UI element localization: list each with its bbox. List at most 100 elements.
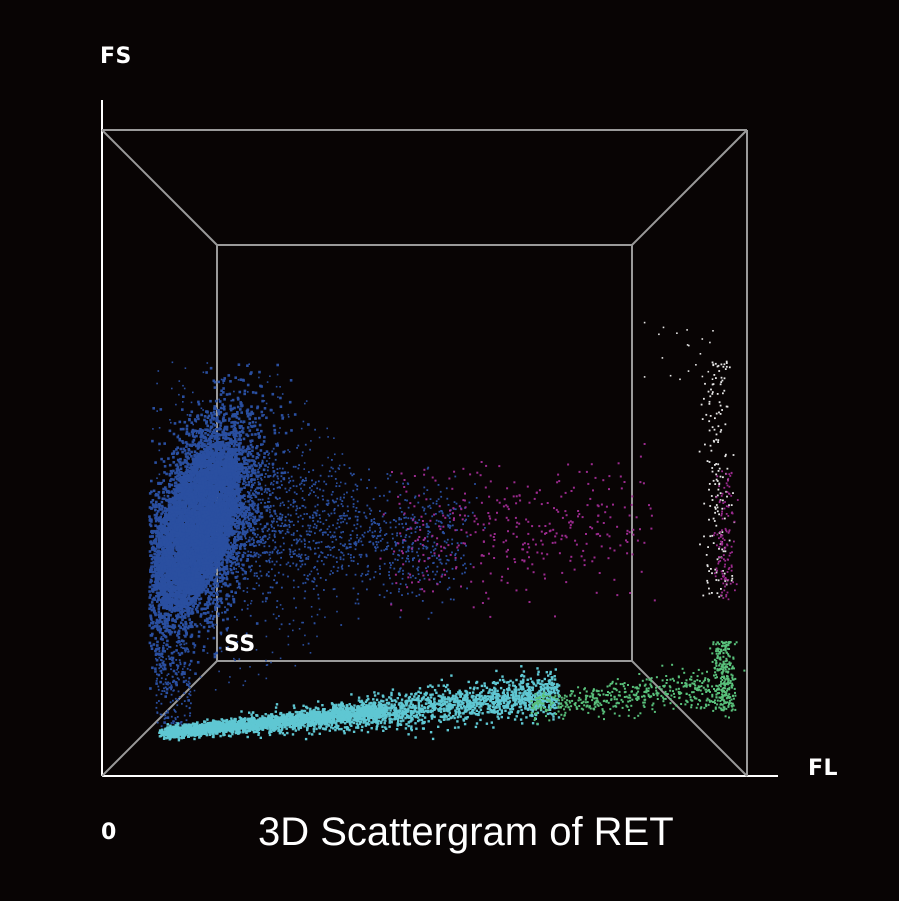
blue-core-point bbox=[247, 480, 251, 484]
blue-core-point bbox=[205, 617, 209, 621]
blue-core-point bbox=[214, 399, 218, 403]
diagonal-bottom-right bbox=[631, 660, 748, 777]
blue-core-point bbox=[230, 551, 233, 554]
blue-core-point bbox=[240, 475, 244, 478]
blue-core-point bbox=[172, 619, 175, 622]
blue-core-point bbox=[150, 574, 154, 578]
blue-core-point bbox=[218, 576, 222, 579]
blue-core-point bbox=[225, 597, 228, 601]
blue-core-point bbox=[213, 582, 217, 585]
blue-core-point bbox=[263, 551, 267, 554]
blue-core-point bbox=[182, 623, 185, 626]
blue-core-point bbox=[224, 437, 228, 440]
blue-core-point bbox=[196, 604, 200, 607]
blue-core-point bbox=[255, 446, 258, 450]
blue-core-point bbox=[191, 443, 194, 446]
blue-core-point bbox=[221, 419, 225, 423]
blue-core-point bbox=[193, 453, 196, 457]
blue-core-point bbox=[186, 610, 189, 613]
blue-core-point bbox=[232, 421, 236, 424]
cube-frame bbox=[101, 100, 778, 777]
blue-core-point bbox=[176, 467, 180, 471]
blue-core-point bbox=[190, 625, 194, 628]
blue-core-point bbox=[166, 639, 169, 643]
blue-core-point bbox=[246, 452, 250, 456]
blue-core-point bbox=[185, 632, 188, 635]
blue-core-point bbox=[276, 363, 279, 367]
blue-core-point bbox=[192, 651, 196, 654]
blue-core-point bbox=[191, 607, 194, 611]
diagonal-top-left bbox=[101, 129, 218, 246]
blue-core-point bbox=[206, 433, 210, 437]
blue-core-point bbox=[180, 612, 183, 615]
blue-core-point bbox=[282, 450, 285, 454]
blue-core-point bbox=[240, 425, 243, 428]
blue-core-point bbox=[163, 626, 166, 629]
blue-core-point bbox=[168, 657, 172, 660]
blue-core-point bbox=[152, 560, 155, 564]
blue-core-point bbox=[209, 425, 213, 429]
blue-core-point bbox=[207, 598, 211, 602]
blue-core-point bbox=[191, 611, 195, 614]
blue-core-point bbox=[249, 443, 253, 447]
blue-core-point bbox=[246, 434, 250, 438]
blue-core-point bbox=[176, 458, 180, 462]
blue-core-point bbox=[238, 502, 241, 505]
blue-core-point bbox=[154, 670, 157, 673]
blue-core-point bbox=[252, 459, 256, 463]
blue-core-point bbox=[175, 683, 178, 687]
blue-core-point bbox=[256, 486, 259, 490]
blue-core-point bbox=[194, 608, 198, 611]
blue-core-point bbox=[241, 530, 245, 533]
blue-core-point bbox=[204, 448, 207, 451]
blue-core-point bbox=[204, 495, 208, 498]
blue-core-point bbox=[230, 441, 233, 445]
blue-core-point bbox=[234, 563, 238, 566]
blue-core-point bbox=[150, 617, 153, 621]
blue-core-point bbox=[181, 670, 184, 674]
blue-core-point bbox=[163, 497, 166, 501]
blue-core-point bbox=[179, 463, 182, 467]
blue-core-point bbox=[211, 624, 214, 628]
blue-core-point bbox=[280, 414, 284, 417]
blue-core-point bbox=[155, 624, 159, 628]
blue-core-point bbox=[225, 564, 229, 568]
blue-core-point bbox=[197, 508, 200, 511]
blue-core-point bbox=[173, 422, 177, 425]
blue-core-point bbox=[215, 651, 218, 655]
blue-core-point bbox=[258, 515, 262, 518]
blue-core-point bbox=[231, 571, 235, 575]
blue-core-point bbox=[173, 630, 177, 634]
blue-core-point bbox=[212, 418, 215, 421]
blue-core-point bbox=[152, 588, 155, 591]
blue-core-point bbox=[156, 640, 159, 644]
blue-core-point bbox=[169, 614, 172, 617]
blue-core-point bbox=[178, 653, 182, 656]
blue-core-point bbox=[197, 630, 201, 634]
blue-core-point bbox=[259, 540, 262, 544]
blue-core-point bbox=[200, 451, 203, 454]
blue-core-point bbox=[165, 613, 168, 617]
blue-core-point bbox=[210, 414, 214, 417]
blue-core-point bbox=[176, 634, 179, 637]
blue-core-point bbox=[149, 540, 153, 543]
blue-core-point bbox=[219, 486, 223, 489]
blue-core-point bbox=[258, 416, 261, 420]
blue-core-point bbox=[187, 448, 191, 452]
blue-core-point bbox=[211, 430, 215, 434]
blue-core-point bbox=[201, 429, 204, 433]
blue-core-point bbox=[218, 646, 222, 650]
blue-core-point bbox=[156, 526, 160, 530]
blue-core-point bbox=[244, 462, 248, 465]
blue-core-point bbox=[206, 416, 210, 419]
blue-core-point bbox=[250, 439, 254, 442]
blue-core-point bbox=[186, 612, 190, 615]
blue-core-point bbox=[189, 463, 193, 466]
blue-core-point bbox=[233, 430, 236, 433]
blue-core-point bbox=[176, 470, 179, 473]
blue-core-point bbox=[164, 667, 167, 671]
blue-core-point bbox=[225, 412, 228, 415]
blue-core-point bbox=[212, 484, 215, 487]
blue-core-point bbox=[181, 543, 185, 546]
blue-core-point bbox=[205, 420, 208, 423]
